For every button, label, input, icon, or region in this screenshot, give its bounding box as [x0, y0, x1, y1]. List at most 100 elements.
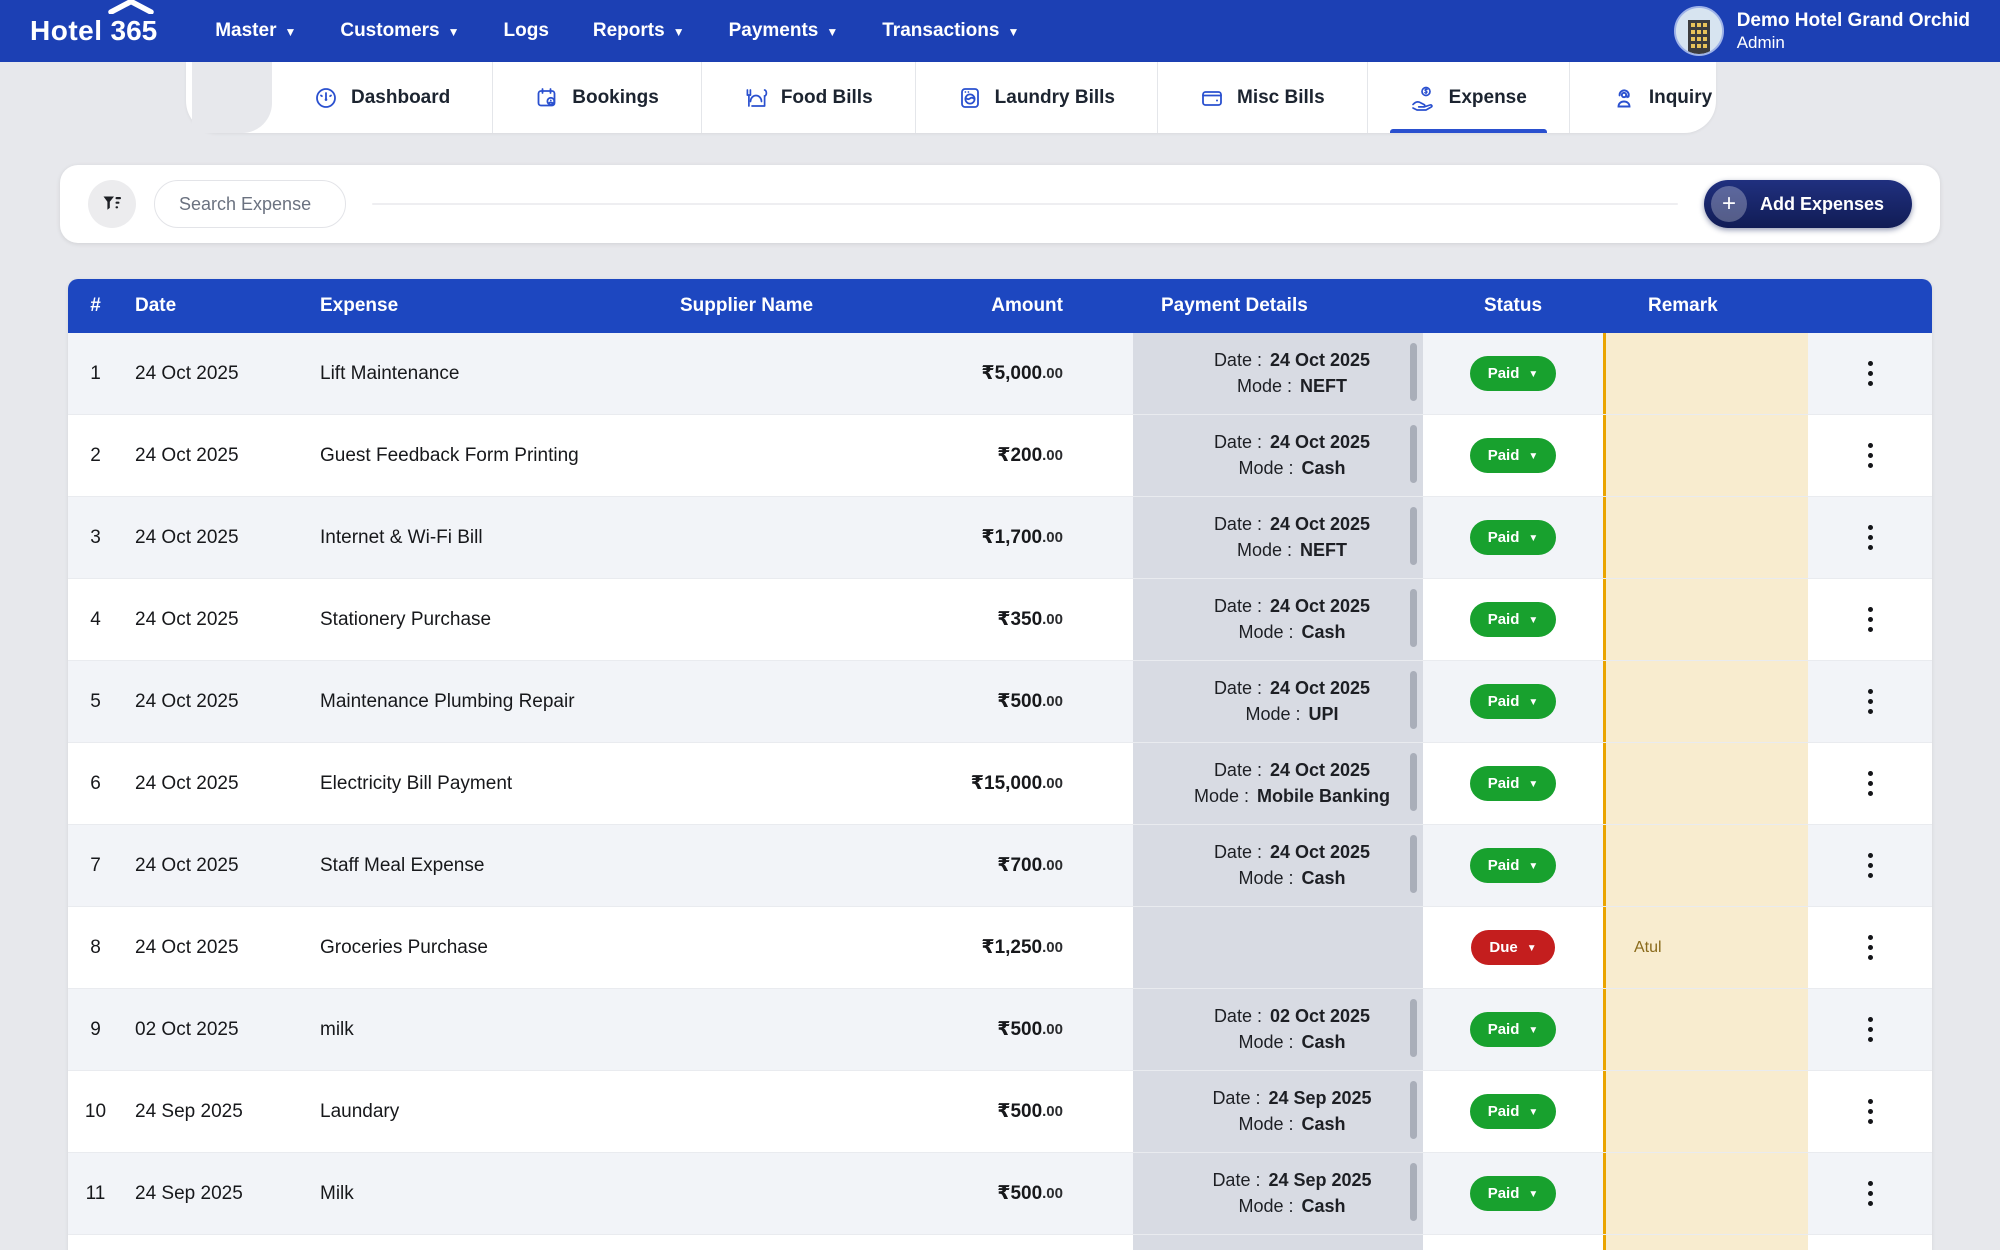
chevron-down-icon: ▼	[1528, 450, 1539, 462]
header-expense: Expense	[320, 295, 399, 316]
status-badge[interactable]: Paid ▼	[1469, 1012, 1557, 1047]
search-input[interactable]	[154, 180, 346, 228]
row-menu-button[interactable]	[1858, 1011, 1883, 1048]
payment-details-cell: Date :24 Oct 2025 Mode : Cash	[1133, 415, 1423, 496]
expense-icon	[1411, 86, 1433, 111]
payment-details-cell: Date :24 Sep 2025 Mode : Cash	[1133, 1153, 1423, 1234]
chevron-down-icon: ▼	[1528, 778, 1539, 790]
nav-item-customers[interactable]: Customers ▼	[340, 20, 460, 41]
payment-scrollbar[interactable]	[1410, 670, 1417, 730]
chevron-down-icon: ▼	[1528, 1188, 1539, 1200]
nav-item-master[interactable]: Master ▼	[215, 20, 297, 41]
user-role: Admin	[1736, 33, 1785, 53]
payment-scrollbar[interactable]	[1410, 834, 1417, 894]
amount-cell: ₹350.00	[997, 609, 1063, 630]
remark-cell	[1603, 333, 1808, 414]
bookings-icon	[537, 87, 556, 106]
tab-laundry-bills[interactable]: Laundry Bills	[916, 62, 1158, 133]
table-row: 8 24 Oct 2025 Groceries Purchase ₹1,250.…	[68, 907, 1932, 989]
tab-misc-bills[interactable]: Misc Bills	[1158, 62, 1368, 133]
remark-cell	[1603, 989, 1808, 1070]
filter-button[interactable]	[88, 180, 136, 228]
amount-cell: ₹5,000.00	[981, 363, 1063, 384]
nav-item-logs[interactable]: Logs	[503, 20, 549, 41]
chevron-down-icon: ▼	[1528, 1024, 1539, 1036]
payment-scrollbar[interactable]	[1410, 506, 1417, 566]
row-menu-button[interactable]	[1858, 437, 1883, 474]
payment-scrollbar[interactable]	[1410, 752, 1417, 812]
payment-scrollbar[interactable]	[1410, 588, 1417, 648]
nav-item-transactions[interactable]: Transactions ▼	[882, 20, 1020, 41]
header-payment-details: Payment Details	[1161, 295, 1308, 316]
row-menu-button[interactable]	[1858, 601, 1883, 638]
add-expenses-button[interactable]: + Add Expenses	[1703, 180, 1912, 228]
row-menu-button[interactable]	[1858, 929, 1883, 966]
status-badge[interactable]: Paid ▼	[1469, 766, 1557, 801]
chevron-down-icon: ▼	[826, 25, 839, 39]
roof-icon	[107, 0, 154, 14]
tab-expense[interactable]: Expense	[1368, 62, 1570, 133]
status-badge[interactable]: Paid ▼	[1469, 848, 1557, 883]
table-row: 7 24 Oct 2025 Staff Meal Expense ₹700.00…	[68, 825, 1932, 907]
table-row: 4 24 Oct 2025 Stationery Purchase ₹350.0…	[68, 579, 1932, 661]
amount-cell: ₹500.00	[997, 1019, 1063, 1040]
chevron-down-icon: ▼	[1007, 25, 1020, 39]
status-badge[interactable]: Paid ▼	[1469, 1176, 1557, 1211]
row-menu-button[interactable]	[1858, 1175, 1883, 1212]
remark-cell	[1603, 661, 1808, 742]
status-badge[interactable]: Paid ▼	[1469, 438, 1557, 473]
nav-item-payments[interactable]: Payments ▼	[728, 20, 839, 41]
brand-logo[interactable]: Hotel 365	[30, 0, 157, 47]
amount-cell: ₹15,000.00	[970, 773, 1063, 794]
brand-hotel-text: Hotel	[30, 15, 103, 46]
row-menu-button[interactable]	[1858, 355, 1883, 392]
tab-bookings[interactable]: Bookings	[493, 62, 702, 133]
status-badge[interactable]: Paid ▼	[1469, 520, 1557, 555]
status-badge[interactable]: Paid ▼	[1469, 1094, 1557, 1129]
payment-scrollbar[interactable]	[1410, 1162, 1417, 1222]
status-badge[interactable]: Paid ▼	[1469, 684, 1557, 719]
row-menu-button[interactable]	[1858, 683, 1883, 720]
amount-cell: ₹1,250.00	[981, 937, 1063, 958]
tab-inquiry[interactable]: Inquiry	[1570, 62, 1754, 133]
chevron-down-icon: ▼	[1528, 696, 1539, 708]
user-profile[interactable]: Demo Hotel Grand Orchid Admin	[1673, 6, 1970, 56]
payment-details-cell: Date :24 Sep 2025 Mode : Cash	[1133, 1071, 1423, 1152]
amount-cell: ₹1,700.00	[981, 527, 1063, 548]
table-row: 9 02 Oct 2025 milk ₹500.00 Date :02 Oct …	[68, 989, 1932, 1071]
status-badge[interactable]: Paid ▼	[1469, 356, 1557, 391]
table-row: 6 24 Oct 2025 Electricity Bill Payment ₹…	[68, 743, 1932, 825]
tab-dashboard[interactable]: Dashboard	[272, 62, 494, 133]
remark-cell	[1603, 743, 1808, 824]
chevron-down-icon: ▼	[1528, 860, 1539, 872]
payment-scrollbar[interactable]	[1410, 998, 1417, 1058]
status-badge[interactable]: Due ▼	[1471, 930, 1555, 965]
payment-scrollbar[interactable]	[1410, 1080, 1417, 1140]
nav-item-reports[interactable]: Reports ▼	[592, 20, 685, 41]
payment-scrollbar[interactable]	[1410, 424, 1417, 484]
payment-details-cell: Date : Mode :	[1133, 907, 1423, 988]
row-menu-button[interactable]	[1858, 519, 1883, 556]
toolbar: + Add Expenses	[60, 165, 1940, 243]
plus-icon: +	[1710, 186, 1747, 222]
chevron-down-icon: ▼	[1528, 614, 1539, 626]
remark-cell	[1603, 1235, 1808, 1250]
user-name: Demo Hotel Grand Orchid	[1736, 9, 1970, 31]
amount-cell: ₹500.00	[997, 691, 1063, 712]
tab-food-bills[interactable]: Food Bills	[702, 62, 916, 133]
payment-scrollbar[interactable]	[1410, 342, 1417, 402]
remark-cell	[1603, 579, 1808, 660]
payment-details-cell: Date :24 Oct 2025 Mode : NEFT	[1133, 333, 1423, 414]
tab-strip-ghost-corner	[192, 62, 272, 133]
amount-cell: ₹200.00	[997, 445, 1063, 466]
payment-details-cell: Date :24 Oct 2025 Mode : Cash	[1133, 825, 1423, 906]
row-menu-button[interactable]	[1858, 1093, 1883, 1130]
row-menu-button[interactable]	[1858, 847, 1883, 884]
top-navbar: Hotel 365 Master ▼ Customers ▼ Logs Report…	[0, 0, 2000, 62]
remark-cell	[1603, 497, 1808, 578]
row-menu-button[interactable]	[1858, 765, 1883, 802]
amount-cell: ₹700.00	[997, 855, 1063, 876]
payment-details-cell: Date :24 Oct 2025 Mode : UPI	[1133, 661, 1423, 742]
status-badge[interactable]: Paid ▼	[1469, 602, 1557, 637]
